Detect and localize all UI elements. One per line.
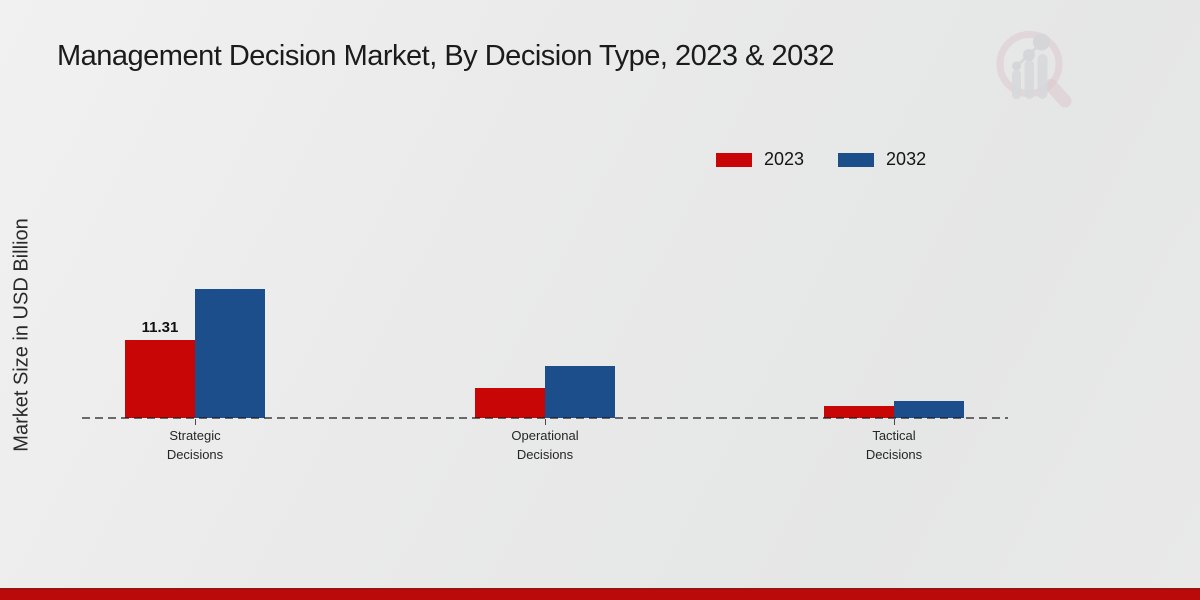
bar-2032-0 [195, 289, 265, 418]
bar-2023-2 [824, 406, 894, 418]
legend-label-2032: 2032 [886, 149, 927, 169]
bar-value-label: 11.31 [141, 319, 179, 336]
category-tick [195, 419, 196, 425]
bar-2023-0 [125, 340, 195, 418]
magnifier-bar-chart-logo-icon [996, 31, 1072, 108]
category-label: Tactical Decisions [865, 428, 923, 462]
category-tick [894, 419, 895, 425]
legend-item-2023: 2023 [716, 149, 804, 170]
chart-title: Management Decision Market, By Decision … [57, 40, 834, 72]
bar-2023-1 [475, 388, 545, 418]
bar-2032-2 [894, 401, 964, 418]
category-label: Strategic Decisions [166, 428, 224, 462]
legend: 2023 2032 [716, 149, 926, 170]
bar-2032-1 [545, 366, 615, 418]
x-axis-baseline [82, 417, 1008, 419]
category-tick [545, 419, 546, 425]
footer-accent-bar [0, 588, 1200, 600]
legend-swatch-2032 [838, 152, 875, 167]
category-label: Operational Decisions [511, 428, 579, 462]
legend-label-2023: 2023 [764, 149, 805, 169]
legend-item-2032: 2032 [838, 149, 926, 170]
legend-swatch-2023 [716, 152, 752, 167]
